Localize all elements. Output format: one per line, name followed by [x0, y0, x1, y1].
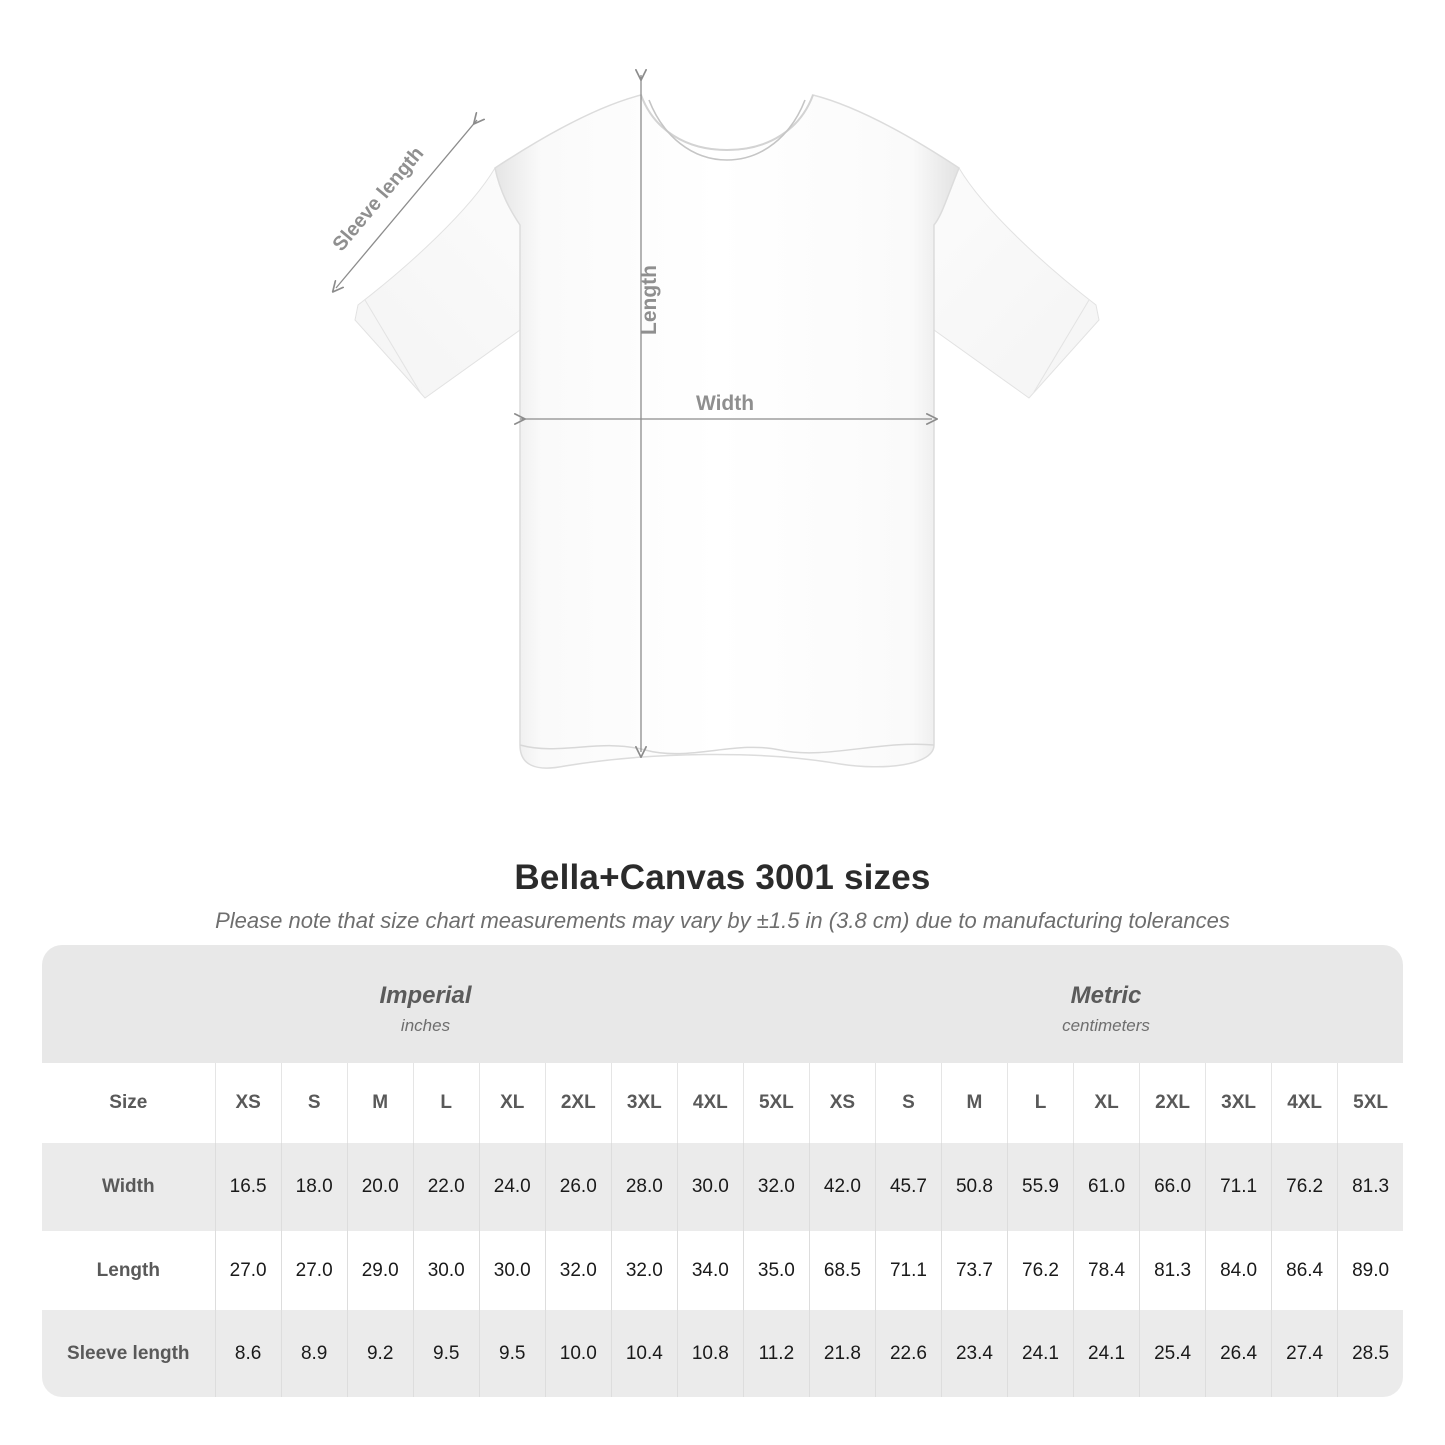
svg-text:Width: Width	[696, 392, 754, 415]
svg-text:Length: Length	[638, 265, 661, 335]
svg-text:Sleeve length: Sleeve length	[329, 143, 429, 256]
